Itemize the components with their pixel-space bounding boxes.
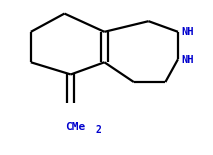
Text: 2: 2 xyxy=(96,125,102,135)
Text: NH: NH xyxy=(181,27,194,37)
Text: NH: NH xyxy=(181,55,194,65)
Text: CMe: CMe xyxy=(66,122,86,132)
